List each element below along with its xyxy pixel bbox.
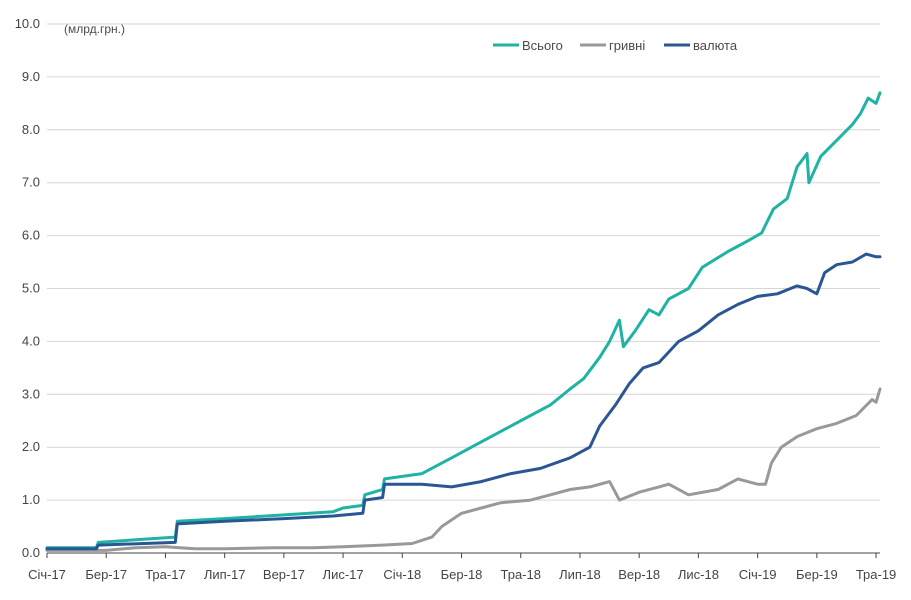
y-tick-label: 6.0 — [22, 228, 40, 243]
x-tick-label: Лип-17 — [204, 567, 246, 582]
x-tick-label: Тра-18 — [501, 567, 541, 582]
x-tick-label: Вер-18 — [618, 567, 660, 582]
y-tick-label: 4.0 — [22, 333, 40, 348]
x-tick-label: Вер-17 — [263, 567, 305, 582]
x-tick-label: Лис-17 — [323, 567, 364, 582]
y-tick-label: 5.0 — [22, 281, 40, 296]
gridlines — [47, 23, 880, 501]
x-tick-label: Бер-18 — [441, 567, 483, 582]
series-lines — [45, 91, 882, 552]
x-axis-ticks: Січ-17 Бер-17 Тра-17 Лип-17 Вер-17 Лис-17 Січ-… — [28, 553, 896, 582]
x-tick-label: Тра-19 — [856, 567, 896, 582]
series-line-2 — [45, 252, 882, 551]
x-tick-label: Лип-18 — [559, 567, 601, 582]
y-tick-label: 9.0 — [22, 69, 40, 84]
legend-label: валюта — [693, 38, 738, 53]
x-tick-label: Січ-17 — [28, 567, 66, 582]
y-tick-label: 10.0 — [15, 16, 40, 31]
x-tick-label: Тра-17 — [145, 567, 185, 582]
y-tick-label: 3.0 — [22, 386, 40, 401]
x-tick-label: Січ-18 — [383, 567, 421, 582]
legend-label: гривні — [609, 38, 645, 53]
y-tick-label: 7.0 — [22, 175, 40, 190]
legend: Всього гривні валюта — [493, 38, 738, 53]
y-tick-label: 8.0 — [22, 122, 40, 137]
y-axis-tick-labels: 0.0 1.0 2.0 3.0 4.0 5.0 6.0 7.0 8.0 9.0 10.0 — [15, 16, 40, 560]
unit-label: (млрд.грн.) — [64, 22, 125, 36]
x-tick-label: Січ-19 — [739, 567, 777, 582]
x-tick-label: Лис-18 — [678, 567, 719, 582]
y-tick-label: 1.0 — [22, 492, 40, 507]
series-line-1 — [45, 387, 882, 552]
y-tick-label: 0.0 — [22, 545, 40, 560]
legend-label: Всього — [522, 38, 563, 53]
series-line-0 — [45, 91, 882, 550]
y-tick-label: 2.0 — [22, 439, 40, 454]
x-tick-label: Бер-19 — [796, 567, 838, 582]
x-tick-label: Бер-17 — [85, 567, 127, 582]
